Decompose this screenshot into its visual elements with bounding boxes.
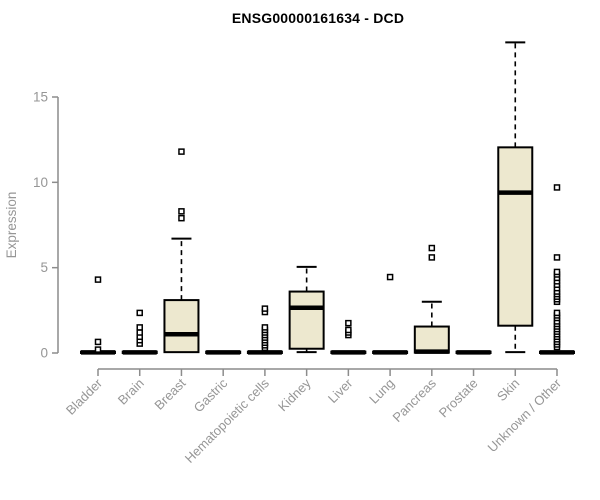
y-axis-title: Expression [4, 192, 19, 259]
y-tick-label: 15 [33, 90, 48, 105]
outlier-point [345, 326, 352, 334]
outlier-point [553, 184, 561, 191]
outlier-point [261, 324, 269, 331]
outlier-point [553, 309, 561, 317]
outlier-point [428, 244, 436, 252]
outlier-point [136, 324, 143, 331]
box-kidney [288, 290, 325, 350]
x-tick-label: Unknown / Other [485, 375, 565, 455]
outlier-point [136, 309, 143, 317]
x-tick-label: Skin [494, 376, 522, 404]
outlier-point [553, 254, 561, 261]
x-tick-label: Pancreas [389, 375, 439, 425]
y-tick-label: 0 [40, 346, 48, 361]
x-tick-label: Gastric [191, 375, 231, 415]
x-tick-label: Lung [366, 376, 397, 407]
outlier-point [428, 254, 436, 261]
x-tick-label: Brain [115, 376, 147, 408]
outlier-point [178, 214, 185, 222]
chart-title: ENSG00000161634 - DCD [231, 10, 405, 26]
outlier-point [386, 273, 394, 281]
x-tick-label: Kidney [275, 375, 314, 414]
box-pancreas [413, 325, 450, 354]
outlier-point [345, 319, 352, 327]
box-breast [163, 299, 200, 354]
outlier-point [178, 148, 185, 155]
x-tick-label: Bladder [63, 375, 106, 418]
y-tick-label: 10 [33, 175, 48, 190]
box-skin [497, 146, 534, 327]
outlier-point [261, 305, 269, 312]
outlier-point [553, 268, 561, 276]
x-tick-label: Prostate [436, 376, 481, 421]
outlier-point [94, 338, 102, 346]
outlier-point [178, 208, 185, 215]
outlier-point [94, 276, 102, 283]
y-tick-label: 5 [40, 260, 48, 275]
outlier-point [136, 329, 143, 336]
x-tick-label: Breast [151, 375, 188, 412]
outlier-point [94, 346, 102, 353]
x-tick-label: Liver [325, 375, 356, 406]
